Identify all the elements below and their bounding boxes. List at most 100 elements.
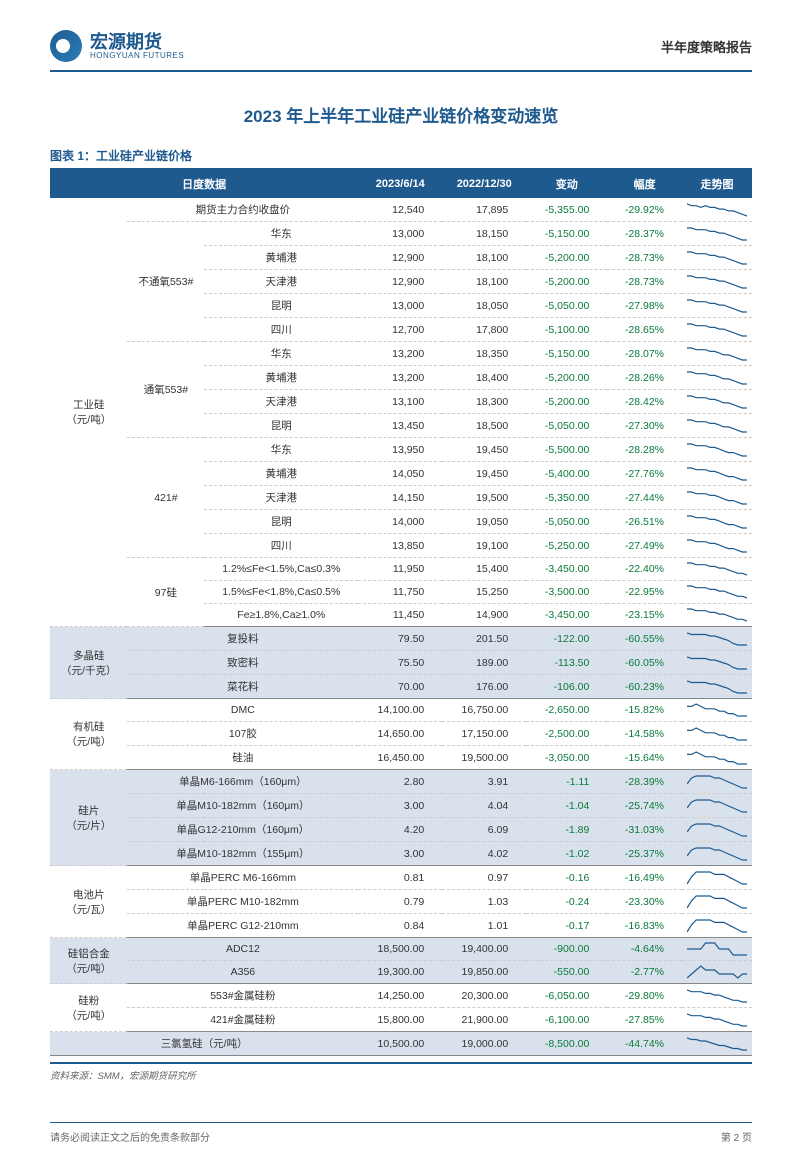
row-label: 天津港 (204, 486, 358, 510)
category-2: 421# (127, 438, 204, 558)
sparkline-cell (682, 818, 752, 842)
sparkline-cell (682, 270, 752, 294)
value-1: 3.00 (358, 842, 442, 866)
value-1: 13,950 (358, 438, 442, 462)
chart-title: 图表 1：工业硅产业链价格 (50, 147, 752, 170)
change-value: -5,050.00 (526, 414, 607, 438)
pct-value: -28.07% (607, 342, 682, 366)
change-value: -5,200.00 (526, 390, 607, 414)
logo: 宏源期货 HONGYUAN FUTURES (50, 30, 184, 62)
row-label: 单晶M6-166mm（160μm） (127, 770, 358, 794)
value-1: 11,750 (358, 581, 442, 604)
change-value: -5,050.00 (526, 510, 607, 534)
row-label: ADC12 (127, 938, 358, 961)
pct-value: -23.15% (607, 604, 682, 627)
value-1: 12,700 (358, 318, 442, 342)
change-value: -0.17 (526, 914, 607, 938)
category-1: 多晶硅（元/千克） (50, 627, 127, 699)
pct-value: -23.30% (607, 890, 682, 914)
change-value: -5,150.00 (526, 342, 607, 366)
value-2: 21,900.00 (442, 1008, 526, 1032)
sparkline-cell (682, 438, 752, 462)
pct-value: -28.28% (607, 438, 682, 462)
pct-value: -16.83% (607, 914, 682, 938)
row-label: 单晶PERC M6-166mm (127, 866, 358, 890)
table-row: 通氧553#华东13,20018,350-5,150.00-28.07% (50, 342, 752, 366)
table-row: 工业硅（元/吨）期货主力合约收盘价12,54017,895-5,355.00-2… (50, 198, 752, 222)
value-2: 16,750.00 (442, 699, 526, 722)
pct-value: -44.74% (607, 1032, 682, 1056)
change-value: -5,350.00 (526, 486, 607, 510)
pct-value: -16.49% (607, 866, 682, 890)
sparkline-cell (682, 510, 752, 534)
value-1: 75.50 (358, 651, 442, 675)
sparkline-cell (682, 842, 752, 866)
row-label: 单晶M10-182mm（155μm） (127, 842, 358, 866)
row-label: 黄埔港 (204, 246, 358, 270)
row-label: 华东 (204, 342, 358, 366)
table-row: 单晶G12-210mm（160μm）4.206.09-1.89-31.03% (50, 818, 752, 842)
change-value: -5,200.00 (526, 246, 607, 270)
value-2: 19,400.00 (442, 938, 526, 961)
value-2: 18,150 (442, 222, 526, 246)
value-2: 17,800 (442, 318, 526, 342)
category-2: 不通氧553# (127, 222, 204, 342)
price-table: 日度数据 2023/6/14 2022/12/30 变动 幅度 走势图 工业硅（… (50, 170, 752, 1056)
row-label: 硅油 (127, 746, 358, 770)
table-row: 421#华东13,95019,450-5,500.00-28.28% (50, 438, 752, 462)
row-label: 四川 (204, 318, 358, 342)
value-2: 6.09 (442, 818, 526, 842)
sparkline-cell (682, 746, 752, 770)
table-row: 三氯氢硅（元/吨）10,500.0019,000.00-8,500.00-44.… (50, 1032, 752, 1056)
value-2: 20,300.00 (442, 984, 526, 1008)
sparkline-cell (682, 366, 752, 390)
value-2: 201.50 (442, 627, 526, 651)
value-2: 19,100 (442, 534, 526, 558)
sparkline-cell (682, 294, 752, 318)
pct-value: -28.26% (607, 366, 682, 390)
sparkline-cell (682, 222, 752, 246)
value-2: 176.00 (442, 675, 526, 699)
pct-value: -15.82% (607, 699, 682, 722)
sparkline-cell (682, 699, 752, 722)
change-value: -3,450.00 (526, 558, 607, 581)
value-1: 14,000 (358, 510, 442, 534)
sparkline-cell (682, 984, 752, 1008)
row-label: 单晶PERC M10-182mm (127, 890, 358, 914)
sparkline-cell (682, 1008, 752, 1032)
pct-value: -28.37% (607, 222, 682, 246)
pct-value: -31.03% (607, 818, 682, 842)
sparkline-cell (682, 961, 752, 984)
value-1: 0.79 (358, 890, 442, 914)
value-1: 15,800.00 (358, 1008, 442, 1032)
value-1: 11,450 (358, 604, 442, 627)
change-value: -0.16 (526, 866, 607, 890)
row-label: DMC (127, 699, 358, 722)
change-value: -6,100.00 (526, 1008, 607, 1032)
change-value: -6,050.00 (526, 984, 607, 1008)
category-1: 电池片（元/瓦） (50, 866, 127, 938)
value-2: 14,900 (442, 604, 526, 627)
sparkline-cell (682, 198, 752, 222)
logo-text-en: HONGYUAN FUTURES (90, 51, 184, 60)
col-trend: 走势图 (682, 170, 752, 198)
footer-page: 第 2 页 (721, 1129, 752, 1144)
sparkline-cell (682, 581, 752, 604)
table-row: 97硅1.2%≤Fe<1.5%,Ca≤0.3%11,95015,400-3,45… (50, 558, 752, 581)
value-2: 18,100 (442, 270, 526, 294)
value-1: 13,200 (358, 342, 442, 366)
table-row: 单晶M10-182mm（155μm）3.004.02-1.02-25.37% (50, 842, 752, 866)
table-row: 单晶M10-182mm（160μm）3.004.04-1.04-25.74% (50, 794, 752, 818)
sparkline-cell (682, 890, 752, 914)
change-value: -8,500.00 (526, 1032, 607, 1056)
table-row: 单晶PERC G12-210mm0.841.01-0.17-16.83% (50, 914, 752, 938)
value-2: 18,350 (442, 342, 526, 366)
change-value: -5,355.00 (526, 198, 607, 222)
value-2: 18,300 (442, 390, 526, 414)
pct-value: -27.76% (607, 462, 682, 486)
category-1: 硅铝合金（元/吨） (50, 938, 127, 984)
footer-disclaimer: 请务必阅读正文之后的免责条款部分 (50, 1129, 210, 1144)
change-value: -1.11 (526, 770, 607, 794)
category-1: 硅片（元/片） (50, 770, 127, 866)
change-value: -5,150.00 (526, 222, 607, 246)
